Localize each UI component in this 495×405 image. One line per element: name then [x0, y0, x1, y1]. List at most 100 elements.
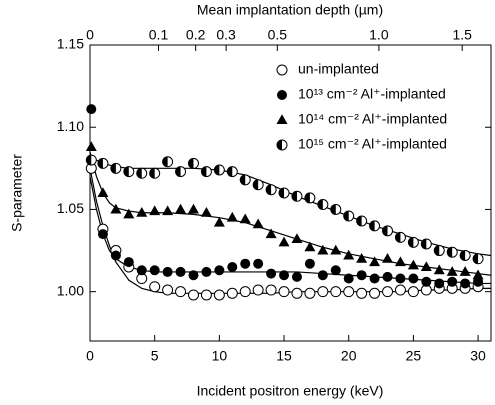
marker-shape [447, 276, 458, 287]
marker [407, 259, 419, 270]
marker-shape [85, 141, 97, 151]
marker-shape [356, 270, 367, 281]
marker [407, 286, 419, 298]
marker [97, 187, 109, 197]
marker-shape [420, 261, 432, 271]
marker [265, 284, 277, 296]
marker [369, 256, 381, 267]
marker-shape [239, 286, 251, 298]
marker-shape [175, 266, 186, 277]
marker [226, 166, 238, 178]
marker-shape [278, 236, 290, 247]
marker [330, 265, 341, 276]
marker [162, 266, 173, 277]
y-tick-label: 1.05 [57, 200, 84, 216]
y-axis-label: S-parameter [9, 154, 25, 232]
marker [162, 156, 174, 168]
marker [136, 167, 148, 179]
marker [382, 286, 394, 298]
legend-label: un-implanted [298, 61, 379, 77]
plot-frame [89, 44, 492, 342]
marker [200, 206, 212, 217]
marker [226, 287, 238, 299]
marker-half [304, 192, 310, 203]
marker [201, 266, 212, 277]
marker-shape [201, 266, 212, 277]
marker [356, 287, 368, 299]
marker-shape [239, 213, 251, 224]
marker-shape [252, 284, 264, 296]
marker-shape [369, 273, 380, 284]
x-tick-label: 15 [276, 348, 292, 364]
legend-marker [277, 90, 287, 100]
marker-shape [356, 253, 368, 263]
x-tick-label: 30 [470, 348, 486, 364]
marker [226, 211, 238, 222]
marker [149, 281, 161, 293]
marker [175, 266, 186, 277]
marker [136, 206, 148, 217]
marker [343, 210, 355, 222]
marker-shape [136, 206, 148, 217]
marker-shape [162, 284, 174, 296]
marker-half [201, 166, 207, 177]
marker-shape [253, 258, 264, 269]
x-tick-label: 0 [86, 348, 94, 364]
marker-shape [240, 258, 251, 269]
marker-shape [86, 104, 97, 115]
marker [330, 203, 342, 215]
x-axis-label: Incident positron energy (keV) [197, 383, 384, 399]
marker [227, 262, 238, 272]
marker [459, 266, 471, 276]
marker [97, 157, 109, 169]
marker-half [240, 174, 246, 185]
top-tick-label: 0.3 [216, 27, 236, 43]
marker [175, 203, 187, 214]
marker [473, 276, 484, 287]
marker-half [277, 140, 282, 150]
marker-half [175, 166, 181, 177]
marker [162, 284, 174, 296]
marker [187, 157, 199, 169]
marker-shape [291, 271, 302, 282]
marker [407, 236, 419, 248]
marker-half [317, 199, 323, 210]
marker [382, 253, 394, 263]
marker-shape [266, 268, 277, 279]
marker-shape [407, 286, 419, 298]
marker-half [149, 168, 155, 179]
marker [123, 166, 135, 178]
marker [239, 213, 251, 224]
marker-shape [317, 286, 329, 298]
marker [110, 162, 122, 174]
marker [446, 266, 458, 276]
marker [175, 286, 187, 298]
marker [304, 241, 316, 252]
marker-shape [276, 114, 288, 124]
marker [162, 205, 174, 216]
marker-half [460, 250, 466, 261]
marker-shape [460, 278, 471, 289]
marker-half [291, 191, 297, 202]
marker [433, 264, 445, 275]
marker-half [473, 253, 479, 264]
marker [214, 265, 225, 276]
marker-shape [227, 262, 238, 272]
marker [187, 203, 199, 214]
marker-half [279, 188, 285, 198]
marker-shape [394, 256, 406, 267]
marker-shape [162, 266, 173, 277]
marker-shape [265, 284, 277, 296]
marker-shape [369, 256, 381, 267]
marker-half [188, 158, 194, 169]
marker-shape [97, 229, 108, 240]
marker [291, 271, 302, 282]
marker-half [408, 237, 414, 248]
marker [239, 286, 251, 298]
marker [278, 286, 290, 298]
marker [265, 228, 277, 239]
x-tick-label: 20 [341, 348, 357, 364]
marker-half [123, 166, 129, 177]
marker-shape [317, 244, 329, 255]
